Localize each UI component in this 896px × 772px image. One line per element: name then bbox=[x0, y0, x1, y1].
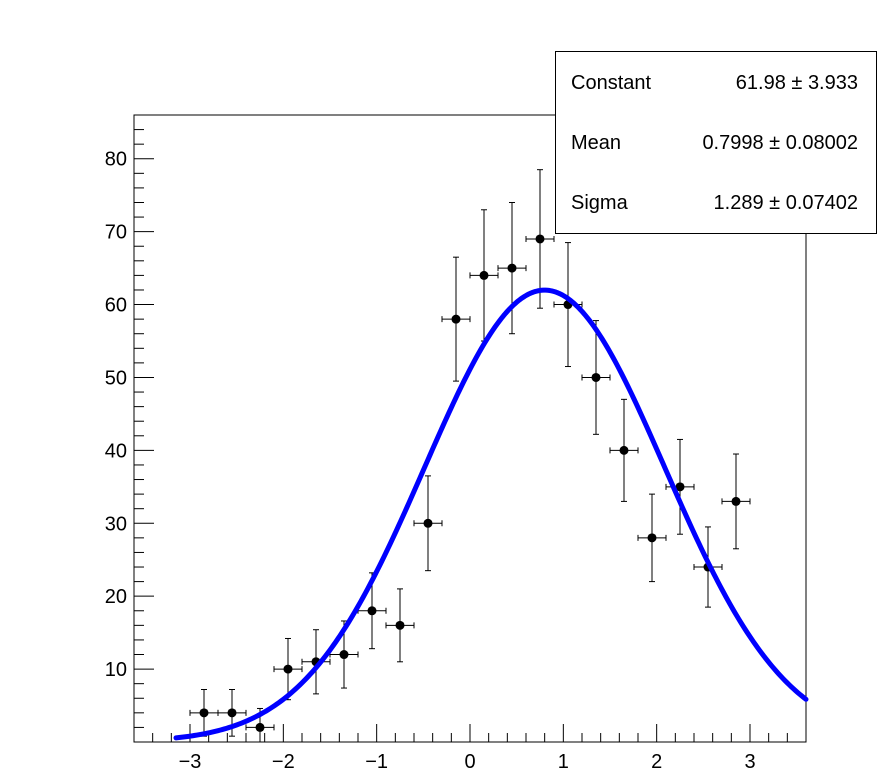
data-point bbox=[441, 256, 471, 382]
y-tick-label: 40 bbox=[105, 440, 127, 462]
y-tick-label: 80 bbox=[105, 149, 127, 171]
stat-value: 1.289 ± 0.07402 bbox=[713, 192, 858, 214]
y-tick-label: 60 bbox=[105, 295, 127, 317]
axis-ticks bbox=[133, 114, 807, 742]
point-marker bbox=[619, 445, 629, 455]
x-tick-label: −2 bbox=[272, 751, 295, 772]
data-point bbox=[581, 320, 611, 435]
axis-tick-labels: −3 −2 −1 0 1 2 3 10 20 30 40 50 60 70 80 bbox=[105, 149, 756, 772]
y-tick-label: 70 bbox=[105, 222, 127, 244]
point-marker bbox=[479, 270, 489, 280]
point-marker bbox=[395, 620, 405, 630]
data-point bbox=[721, 453, 751, 550]
stat-row-sigma: Sigma 1.289 ± 0.07402 bbox=[556, 192, 876, 222]
stat-name: Mean bbox=[571, 132, 622, 154]
point-marker bbox=[283, 664, 293, 674]
point-marker bbox=[423, 518, 433, 528]
data-point bbox=[497, 201, 527, 335]
stat-row-mean: Mean 0.7998 ± 0.08002 bbox=[556, 132, 876, 162]
x-tick-label: −3 bbox=[179, 751, 202, 772]
point-marker bbox=[535, 234, 545, 244]
x-tick-label: 0 bbox=[464, 751, 475, 772]
data-point bbox=[637, 493, 667, 583]
point-marker bbox=[591, 372, 601, 382]
data-point bbox=[469, 209, 499, 342]
point-marker bbox=[367, 606, 377, 616]
data-point bbox=[525, 169, 555, 309]
y-tick-label: 20 bbox=[105, 586, 127, 608]
fit-stats-box: Constant 61.98 ± 3.933 Mean 0.7998 ± 0.0… bbox=[555, 51, 877, 234]
data-points bbox=[189, 169, 751, 743]
data-point bbox=[609, 398, 639, 502]
data-point bbox=[413, 475, 443, 572]
data-point bbox=[553, 242, 583, 368]
x-tick-label: 3 bbox=[744, 751, 755, 772]
data-point bbox=[301, 629, 331, 695]
x-tick-label: 2 bbox=[651, 751, 662, 772]
point-marker bbox=[339, 650, 349, 660]
y-tick-label: 50 bbox=[105, 367, 127, 389]
x-tick-label: 1 bbox=[558, 751, 569, 772]
stat-name: Constant bbox=[571, 72, 652, 94]
stat-value: 61.98 ± 3.933 bbox=[735, 72, 858, 94]
data-point bbox=[273, 637, 303, 701]
data-point bbox=[385, 588, 415, 663]
point-marker bbox=[675, 482, 685, 492]
data-point bbox=[217, 689, 247, 737]
x-tick-label: −1 bbox=[365, 751, 388, 772]
stat-row-constant: Constant 61.98 ± 3.933 bbox=[556, 72, 876, 102]
point-marker bbox=[227, 708, 237, 718]
point-marker bbox=[507, 263, 517, 273]
stat-value: 0.7998 ± 0.08002 bbox=[702, 132, 858, 154]
stat-name: Sigma bbox=[571, 192, 628, 214]
fit-curve bbox=[173, 287, 809, 741]
point-marker bbox=[199, 708, 209, 718]
y-tick-label: 10 bbox=[105, 659, 127, 681]
point-marker bbox=[451, 314, 461, 324]
point-marker bbox=[255, 722, 265, 732]
point-marker bbox=[647, 533, 657, 543]
point-marker bbox=[731, 496, 741, 506]
y-tick-label: 30 bbox=[105, 513, 127, 535]
